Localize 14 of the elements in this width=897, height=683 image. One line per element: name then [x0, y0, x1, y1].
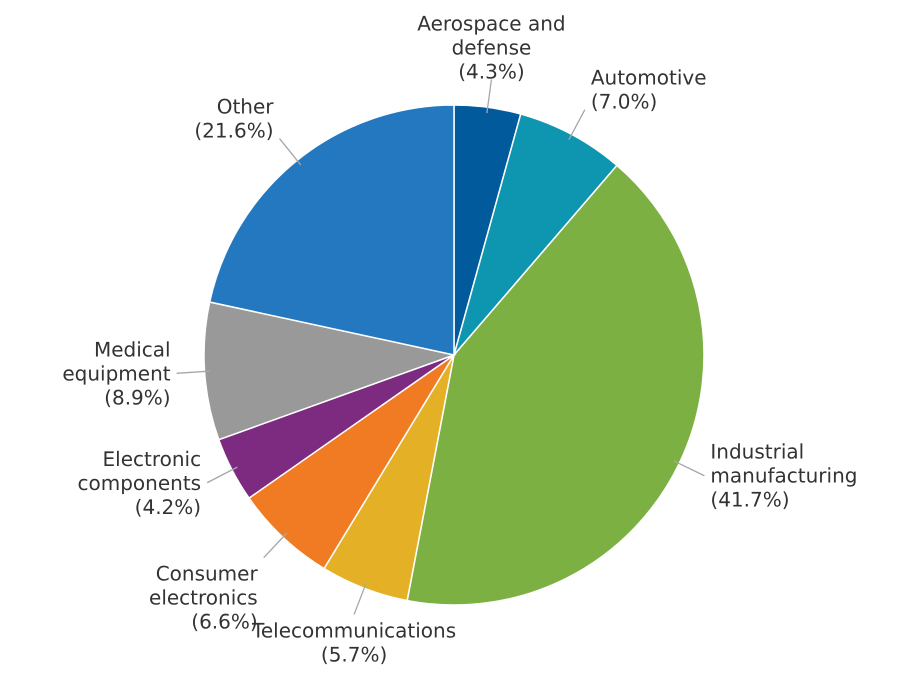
slice-label: Other [216, 94, 274, 119]
slice-label: Consumer electronics [149, 562, 258, 610]
slice-label: Electronic components [78, 446, 202, 495]
data-label: (21.6%) [194, 118, 274, 143]
data-label: (7.0%) [590, 90, 658, 114]
data-label: (8.9%) [104, 385, 171, 410]
data-label: (41.7%) [710, 488, 790, 512]
slice-label: Aerospace and defense [417, 12, 566, 60]
data-label: (5.7%) [320, 642, 388, 666]
slice-label: Industrial manufacturing [710, 440, 858, 488]
data-label: (4.2%) [134, 494, 202, 519]
slice-label: Medical equipment [62, 337, 171, 386]
data-label: (4.3%) [458, 60, 525, 84]
slice-label: Automotive [590, 66, 707, 90]
